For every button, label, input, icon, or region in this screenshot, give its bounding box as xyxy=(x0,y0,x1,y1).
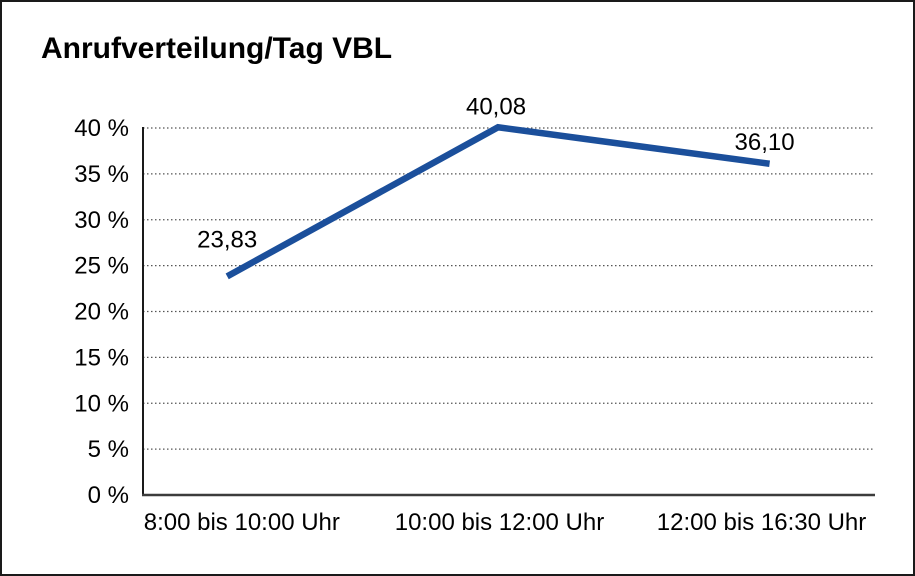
data-point-label: 40,08 xyxy=(466,93,526,120)
chart-title: Anrufverteilung/Tag VBL xyxy=(41,32,393,65)
y-tick-label: 0 % xyxy=(88,482,129,509)
y-tick-label: 35 % xyxy=(74,161,129,188)
y-tick-label: 5 % xyxy=(88,436,129,463)
x-category-label: 12:00 bis 16:30 Uhr xyxy=(657,509,866,536)
y-tick-label: 15 % xyxy=(74,344,129,371)
data-point-label: 36,10 xyxy=(735,129,795,156)
x-category-label: 10:00 bis 12:00 Uhr xyxy=(395,509,604,536)
y-tick-label: 10 % xyxy=(74,390,129,417)
data-point-label: 23,83 xyxy=(197,226,257,253)
y-tick-label: 25 % xyxy=(74,253,129,280)
y-tick-label: 30 % xyxy=(74,207,129,234)
series-line xyxy=(225,123,771,280)
y-tick-label: 40 % xyxy=(74,115,129,142)
x-category-label: 8:00 bis 10:00 Uhr xyxy=(144,509,340,536)
y-tick-label: 20 % xyxy=(74,299,129,326)
